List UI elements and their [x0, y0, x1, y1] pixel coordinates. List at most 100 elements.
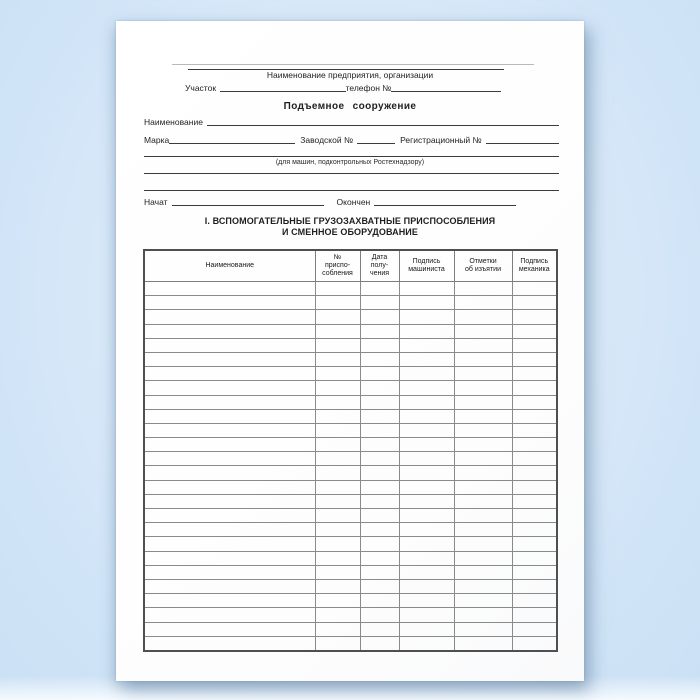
empty-cell [398, 621, 455, 637]
empty-cell [398, 607, 455, 623]
empty-cell [143, 451, 316, 467]
table-row [143, 564, 558, 580]
factory-no-label: Заводской № [300, 135, 354, 145]
empty-cell [511, 564, 558, 580]
empty-cell [398, 451, 455, 467]
started-field-line [171, 205, 324, 206]
table-row [143, 635, 558, 652]
empty-cell [314, 280, 361, 297]
empty-cell [359, 607, 400, 623]
empty-cell [398, 635, 455, 652]
uchastok-row: Участок телефон № [185, 83, 501, 93]
empty-cell [143, 507, 316, 524]
empty-cell [143, 323, 316, 339]
table-row [143, 593, 558, 609]
empty-cell [359, 309, 400, 325]
section-title-line2: И СМЕННОЕ ОБОРУДОВАНИЕ [282, 227, 418, 237]
empty-cell [398, 309, 455, 325]
empty-cell [143, 550, 316, 566]
empty-cell [453, 550, 513, 566]
empty-cell [143, 408, 316, 424]
separator-line-1 [144, 156, 559, 157]
table-row [143, 465, 558, 481]
marka-row: Марка Заводской № Регистрационный № [144, 135, 559, 145]
empty-cell [398, 394, 455, 410]
table-row [143, 380, 558, 396]
empty-cell [511, 507, 558, 524]
table-row [143, 323, 558, 339]
empty-cell [314, 309, 361, 325]
empty-cell [143, 621, 316, 637]
empty-cell [314, 564, 361, 580]
empty-cell [453, 536, 513, 552]
empty-cell [359, 635, 400, 652]
empty-cell [143, 479, 316, 495]
empty-cell [511, 309, 558, 325]
empty-cell [398, 465, 455, 481]
empty-cell [511, 578, 558, 595]
table-row [143, 394, 558, 410]
reg-no-field-line [485, 143, 559, 144]
empty-cell [314, 593, 361, 609]
separator-line-3 [144, 190, 559, 191]
separator-line-2 [144, 173, 559, 174]
empty-cell [314, 408, 361, 424]
empty-cell [511, 295, 558, 311]
table-row [143, 309, 558, 325]
empty-cell [143, 536, 316, 552]
empty-cell [453, 451, 513, 467]
column-header-2: № приспо- собления [314, 249, 361, 282]
empty-cell [398, 493, 455, 510]
empty-cell [143, 380, 316, 396]
marka-field-line [169, 143, 296, 144]
column-header-6: Подпись механика [511, 249, 558, 282]
empty-cell [453, 422, 513, 439]
name-row: Наименование [144, 117, 559, 127]
empty-cell [398, 564, 455, 580]
empty-cell [314, 550, 361, 566]
name-label: Наименование [144, 117, 203, 127]
empty-cell [511, 451, 558, 467]
empty-cell [314, 621, 361, 637]
empty-cell [143, 493, 316, 510]
empty-cell [398, 522, 455, 538]
empty-cell [359, 366, 400, 382]
empty-cell [143, 578, 316, 595]
org-name-underline [188, 69, 504, 70]
org-name-writing-line [172, 64, 534, 65]
empty-cell [359, 536, 400, 552]
empty-cell [143, 280, 316, 297]
empty-cell [511, 493, 558, 510]
empty-cell [453, 578, 513, 595]
empty-cell [359, 422, 400, 439]
started-label: Начат [144, 197, 168, 207]
empty-cell [359, 578, 400, 595]
empty-cell [359, 593, 400, 609]
empty-cell [359, 337, 400, 353]
empty-cell [398, 366, 455, 382]
empty-cell [143, 465, 316, 481]
start-end-row: Начат Окончен [144, 197, 516, 207]
table-row [143, 479, 558, 495]
empty-cell [143, 351, 316, 368]
table-row [143, 422, 558, 439]
empty-cell [143, 366, 316, 382]
paper-form: Наименование предприятия, организации Уч… [116, 21, 584, 681]
empty-cell [453, 309, 513, 325]
finished-label: Окончен [336, 197, 371, 207]
empty-cell [143, 437, 316, 453]
empty-cell [511, 635, 558, 652]
empty-cell [359, 493, 400, 510]
empty-cell [359, 465, 400, 481]
empty-cell [453, 380, 513, 396]
empty-cell [314, 536, 361, 552]
empty-cell [143, 593, 316, 609]
empty-cell [398, 280, 455, 297]
table-header-row: Наименование № приспо- собления Дата полу-… [143, 249, 558, 282]
empty-cell [359, 280, 400, 297]
empty-cell [511, 536, 558, 552]
empty-cell [453, 366, 513, 382]
empty-cell [511, 437, 558, 453]
empty-cell [453, 493, 513, 510]
